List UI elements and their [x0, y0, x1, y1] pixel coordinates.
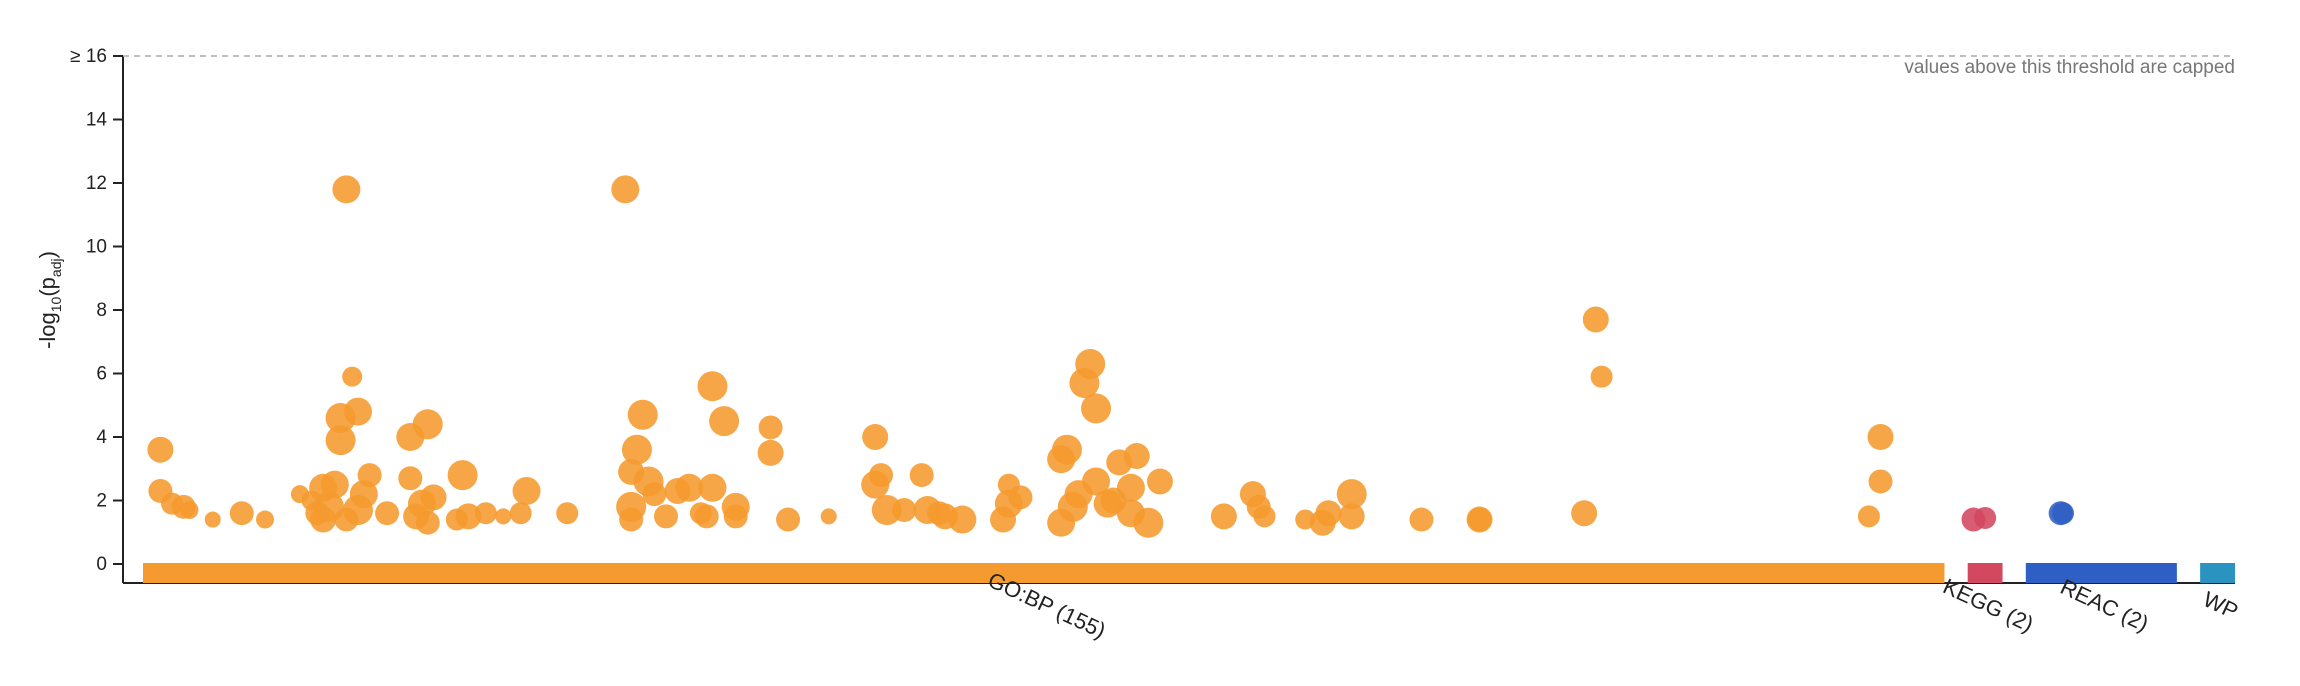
data-point[interactable] [1868, 469, 1893, 494]
data-point[interactable] [694, 504, 719, 529]
data-point[interactable] [342, 366, 363, 387]
y-axis-label: -log10(padj) [35, 251, 64, 349]
data-point[interactable] [1051, 434, 1082, 465]
data-point[interactable] [256, 510, 275, 529]
data-point[interactable] [1467, 507, 1492, 532]
ylabel-main: -log [35, 312, 60, 349]
data-point[interactable] [1253, 505, 1276, 528]
data-point[interactable] [332, 175, 361, 204]
data-point[interactable] [1081, 393, 1112, 424]
data-point[interactable] [474, 502, 497, 525]
y-tick-label: 2 [96, 491, 107, 512]
data-point[interactable] [204, 511, 221, 528]
data-point[interactable] [1116, 473, 1145, 502]
data-point[interactable] [147, 436, 174, 463]
data-point[interactable] [654, 504, 678, 529]
data-point[interactable] [1008, 485, 1033, 510]
data-point[interactable] [871, 495, 902, 526]
y-tick-label: 14 [86, 110, 108, 131]
data-point[interactable] [344, 397, 373, 426]
data-point[interactable] [1582, 306, 1609, 333]
y-tick-label: 0 [96, 554, 107, 575]
data-point[interactable] [611, 175, 640, 204]
data-point[interactable] [869, 463, 894, 488]
category-bars [143, 563, 2235, 583]
data-point[interactable] [1146, 468, 1173, 495]
y-tick-label: 12 [86, 173, 107, 194]
data-point[interactable] [1338, 503, 1365, 530]
data-point[interactable] [1974, 506, 1997, 529]
data-point[interactable] [455, 503, 482, 530]
data-point[interactable] [349, 480, 378, 509]
category-label: WP [2199, 586, 2242, 624]
data-point[interactable] [1315, 500, 1342, 527]
data-point[interactable] [642, 482, 667, 507]
ylabel-sub-adj: adj [48, 258, 64, 277]
ylabel-paren-open: (p [35, 277, 60, 297]
data-point[interactable] [820, 508, 837, 525]
data-point[interactable] [697, 371, 728, 402]
data-point[interactable] [758, 415, 783, 440]
data-point[interactable] [447, 460, 478, 491]
data-point[interactable] [627, 399, 658, 430]
data-points [147, 175, 2074, 538]
data-point[interactable] [398, 466, 423, 491]
y-tick-label: 6 [96, 364, 107, 385]
data-point[interactable] [619, 507, 644, 532]
data-point[interactable] [512, 476, 541, 505]
category-bar-reac [2025, 563, 2177, 583]
data-point[interactable] [862, 424, 889, 450]
data-point[interactable] [1123, 443, 1150, 470]
data-point[interactable] [1571, 500, 1598, 527]
y-axis: 0 2 4 6 8 10 12 14 ≥ 16 [70, 46, 2235, 584]
data-point[interactable] [180, 501, 199, 520]
category-bar-wp [2200, 563, 2235, 583]
data-point[interactable] [621, 434, 652, 465]
threshold-note: values above this threshold are capped [1904, 57, 2235, 78]
data-point[interactable] [509, 502, 532, 525]
data-point[interactable] [757, 439, 784, 466]
y-tick-label: 4 [96, 427, 107, 448]
data-point[interactable] [229, 501, 254, 526]
data-point[interactable] [420, 484, 447, 511]
data-point[interactable] [1867, 424, 1894, 450]
data-point[interactable] [412, 409, 443, 440]
data-point[interactable] [1409, 507, 1434, 532]
threshold: values above this threshold are capped [123, 55, 2235, 78]
data-point[interactable] [2051, 502, 2074, 525]
category-bar-kegg [1967, 563, 2003, 583]
data-point[interactable] [1075, 348, 1106, 379]
data-point[interactable] [1210, 503, 1237, 530]
data-point[interactable] [1082, 467, 1111, 496]
data-point[interactable] [776, 507, 801, 532]
data-point[interactable] [721, 492, 750, 521]
data-point[interactable] [415, 510, 440, 535]
data-point[interactable] [556, 502, 579, 525]
data-point[interactable] [1857, 505, 1880, 528]
data-point[interactable] [1590, 365, 1613, 388]
y-tick-label: 10 [86, 237, 107, 258]
data-point[interactable] [495, 508, 512, 525]
data-point[interactable] [375, 501, 400, 526]
data-point[interactable] [709, 406, 740, 437]
category-bar-gobp [143, 563, 1945, 583]
ylabel-sub-10: 10 [48, 296, 64, 312]
data-point[interactable] [320, 470, 349, 499]
data-point[interactable] [948, 505, 977, 534]
y-tick-label: ≥ 16 [70, 46, 107, 67]
ylabel-paren-close: ) [35, 251, 60, 258]
y-axis-title: -log10(padj) [35, 251, 64, 349]
data-point[interactable] [325, 425, 356, 456]
data-point[interactable] [892, 498, 917, 523]
data-point[interactable] [1336, 479, 1367, 510]
data-point[interactable] [698, 473, 727, 502]
data-point[interactable] [909, 463, 934, 488]
data-point[interactable] [675, 473, 704, 502]
y-tick-label: 8 [96, 300, 107, 321]
data-point[interactable] [1133, 507, 1164, 538]
data-point[interactable] [357, 463, 382, 488]
